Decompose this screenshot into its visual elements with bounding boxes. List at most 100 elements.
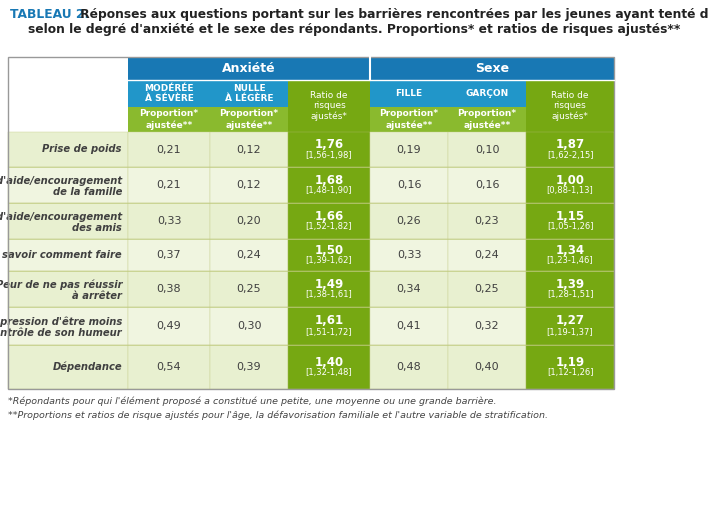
- Bar: [448, 203, 526, 239]
- Text: 0,23: 0,23: [475, 216, 499, 226]
- Text: Proportion*
ajustée**: Proportion* ajustée**: [220, 110, 279, 129]
- Text: 0,21: 0,21: [157, 180, 182, 190]
- Bar: [8, 271, 128, 307]
- Text: Anxiété: Anxiété: [222, 62, 276, 75]
- Bar: [8, 57, 614, 389]
- Bar: [210, 132, 288, 167]
- Text: 0,24: 0,24: [474, 250, 499, 260]
- Bar: [370, 307, 448, 345]
- Text: 0,12: 0,12: [237, 144, 262, 155]
- Text: [1,51-1,72]: [1,51-1,72]: [306, 328, 352, 337]
- Text: [1,52-1,82]: [1,52-1,82]: [306, 223, 352, 232]
- Bar: [370, 239, 448, 271]
- Text: 0,48: 0,48: [396, 362, 421, 372]
- Bar: [128, 167, 210, 203]
- Bar: [370, 167, 448, 203]
- Bar: [210, 307, 288, 345]
- Text: 0,41: 0,41: [397, 321, 421, 331]
- Bar: [128, 57, 370, 80]
- Bar: [128, 307, 210, 345]
- Text: 0,24: 0,24: [237, 250, 262, 260]
- Bar: [210, 167, 288, 203]
- Text: MODÉRÉE
À SÉVÈRE: MODÉRÉE À SÉVÈRE: [144, 84, 194, 103]
- Bar: [448, 107, 526, 132]
- Text: à arrêter: à arrêter: [72, 291, 122, 301]
- Bar: [8, 307, 128, 345]
- Text: 0,33: 0,33: [397, 250, 421, 260]
- Bar: [448, 271, 526, 307]
- Text: [1,28-1,51]: [1,28-1,51]: [547, 291, 593, 300]
- Bar: [526, 271, 614, 307]
- Text: 0,16: 0,16: [397, 180, 421, 190]
- Bar: [370, 80, 448, 107]
- Bar: [128, 80, 210, 107]
- Text: Sexe: Sexe: [475, 62, 509, 75]
- Bar: [288, 239, 370, 271]
- Text: Réponses aux questions portant sur les barrières rencontrées par les jeunes ayan: Réponses aux questions portant sur les b…: [76, 8, 709, 21]
- Text: 0,25: 0,25: [237, 284, 262, 294]
- Text: Peur de ne pas réussir: Peur de ne pas réussir: [0, 280, 122, 290]
- Text: 1,40: 1,40: [314, 355, 344, 369]
- Bar: [288, 345, 370, 389]
- Text: 1,34: 1,34: [555, 243, 584, 257]
- Bar: [210, 107, 288, 132]
- Bar: [370, 345, 448, 389]
- Text: 0,54: 0,54: [157, 362, 182, 372]
- Text: [0,88-1,13]: [0,88-1,13]: [547, 187, 593, 196]
- Bar: [448, 307, 526, 345]
- Text: 0,39: 0,39: [237, 362, 262, 372]
- Text: [1,23-1,46]: [1,23-1,46]: [547, 257, 593, 266]
- Text: 0,37: 0,37: [157, 250, 182, 260]
- Bar: [448, 167, 526, 203]
- Text: 1,87: 1,87: [555, 138, 584, 151]
- Bar: [526, 80, 614, 132]
- Bar: [370, 132, 448, 167]
- Text: TABLEAU 2.: TABLEAU 2.: [10, 8, 89, 21]
- Text: selon le degré d'anxiété et le sexe des répondants. Proportions* et ratios de ri: selon le degré d'anxiété et le sexe des …: [28, 23, 680, 36]
- Text: 0,20: 0,20: [237, 216, 262, 226]
- Text: Dépendance: Dépendance: [52, 362, 122, 372]
- Text: [1,56-1,98]: [1,56-1,98]: [306, 151, 352, 160]
- Bar: [8, 132, 128, 167]
- Bar: [448, 132, 526, 167]
- Bar: [288, 132, 370, 167]
- Bar: [128, 271, 210, 307]
- Text: 1,15: 1,15: [555, 209, 584, 223]
- Bar: [288, 203, 370, 239]
- Text: 0,16: 0,16: [475, 180, 499, 190]
- Text: 0,32: 0,32: [475, 321, 499, 331]
- Text: Ratio de
risques
ajustés*: Ratio de risques ajustés*: [552, 91, 588, 121]
- Text: [1,62-2,15]: [1,62-2,15]: [547, 151, 593, 160]
- Bar: [8, 203, 128, 239]
- Text: FILLE: FILLE: [396, 89, 423, 98]
- Bar: [288, 167, 370, 203]
- Bar: [210, 80, 288, 107]
- Text: des amis: des amis: [72, 223, 122, 233]
- Bar: [448, 80, 526, 107]
- Text: [1,12-1,26]: [1,12-1,26]: [547, 369, 593, 378]
- Bar: [370, 271, 448, 307]
- Text: Proportion*
ajustée**: Proportion* ajustée**: [457, 110, 517, 129]
- Bar: [8, 345, 128, 389]
- Bar: [526, 345, 614, 389]
- Text: Ratio de
risques
ajustés*: Ratio de risques ajustés*: [311, 91, 347, 121]
- Text: Pas savoir comment faire: Pas savoir comment faire: [0, 250, 122, 260]
- Bar: [526, 203, 614, 239]
- Bar: [128, 107, 210, 132]
- Text: Prise de poids: Prise de poids: [43, 144, 122, 155]
- Text: [1,19-1,37]: [1,19-1,37]: [547, 328, 593, 337]
- Text: 0,12: 0,12: [237, 180, 262, 190]
- Bar: [210, 271, 288, 307]
- Text: 1,66: 1,66: [314, 209, 344, 223]
- Text: GARÇON: GARÇON: [465, 89, 508, 98]
- Text: Impression d'être moins: Impression d'être moins: [0, 317, 122, 327]
- Text: 0,19: 0,19: [397, 144, 421, 155]
- Text: 1,39: 1,39: [555, 277, 584, 291]
- Text: en contrôle de son humeur: en contrôle de son humeur: [0, 328, 122, 338]
- Text: NULLE
À LÉGÈRE: NULLE À LÉGÈRE: [225, 84, 273, 103]
- Text: [1,48-1,90]: [1,48-1,90]: [306, 187, 352, 196]
- Text: Pas d'aide/encouragement: Pas d'aide/encouragement: [0, 176, 122, 186]
- Text: 0,25: 0,25: [475, 284, 499, 294]
- Text: 1,61: 1,61: [314, 314, 344, 328]
- Bar: [370, 203, 448, 239]
